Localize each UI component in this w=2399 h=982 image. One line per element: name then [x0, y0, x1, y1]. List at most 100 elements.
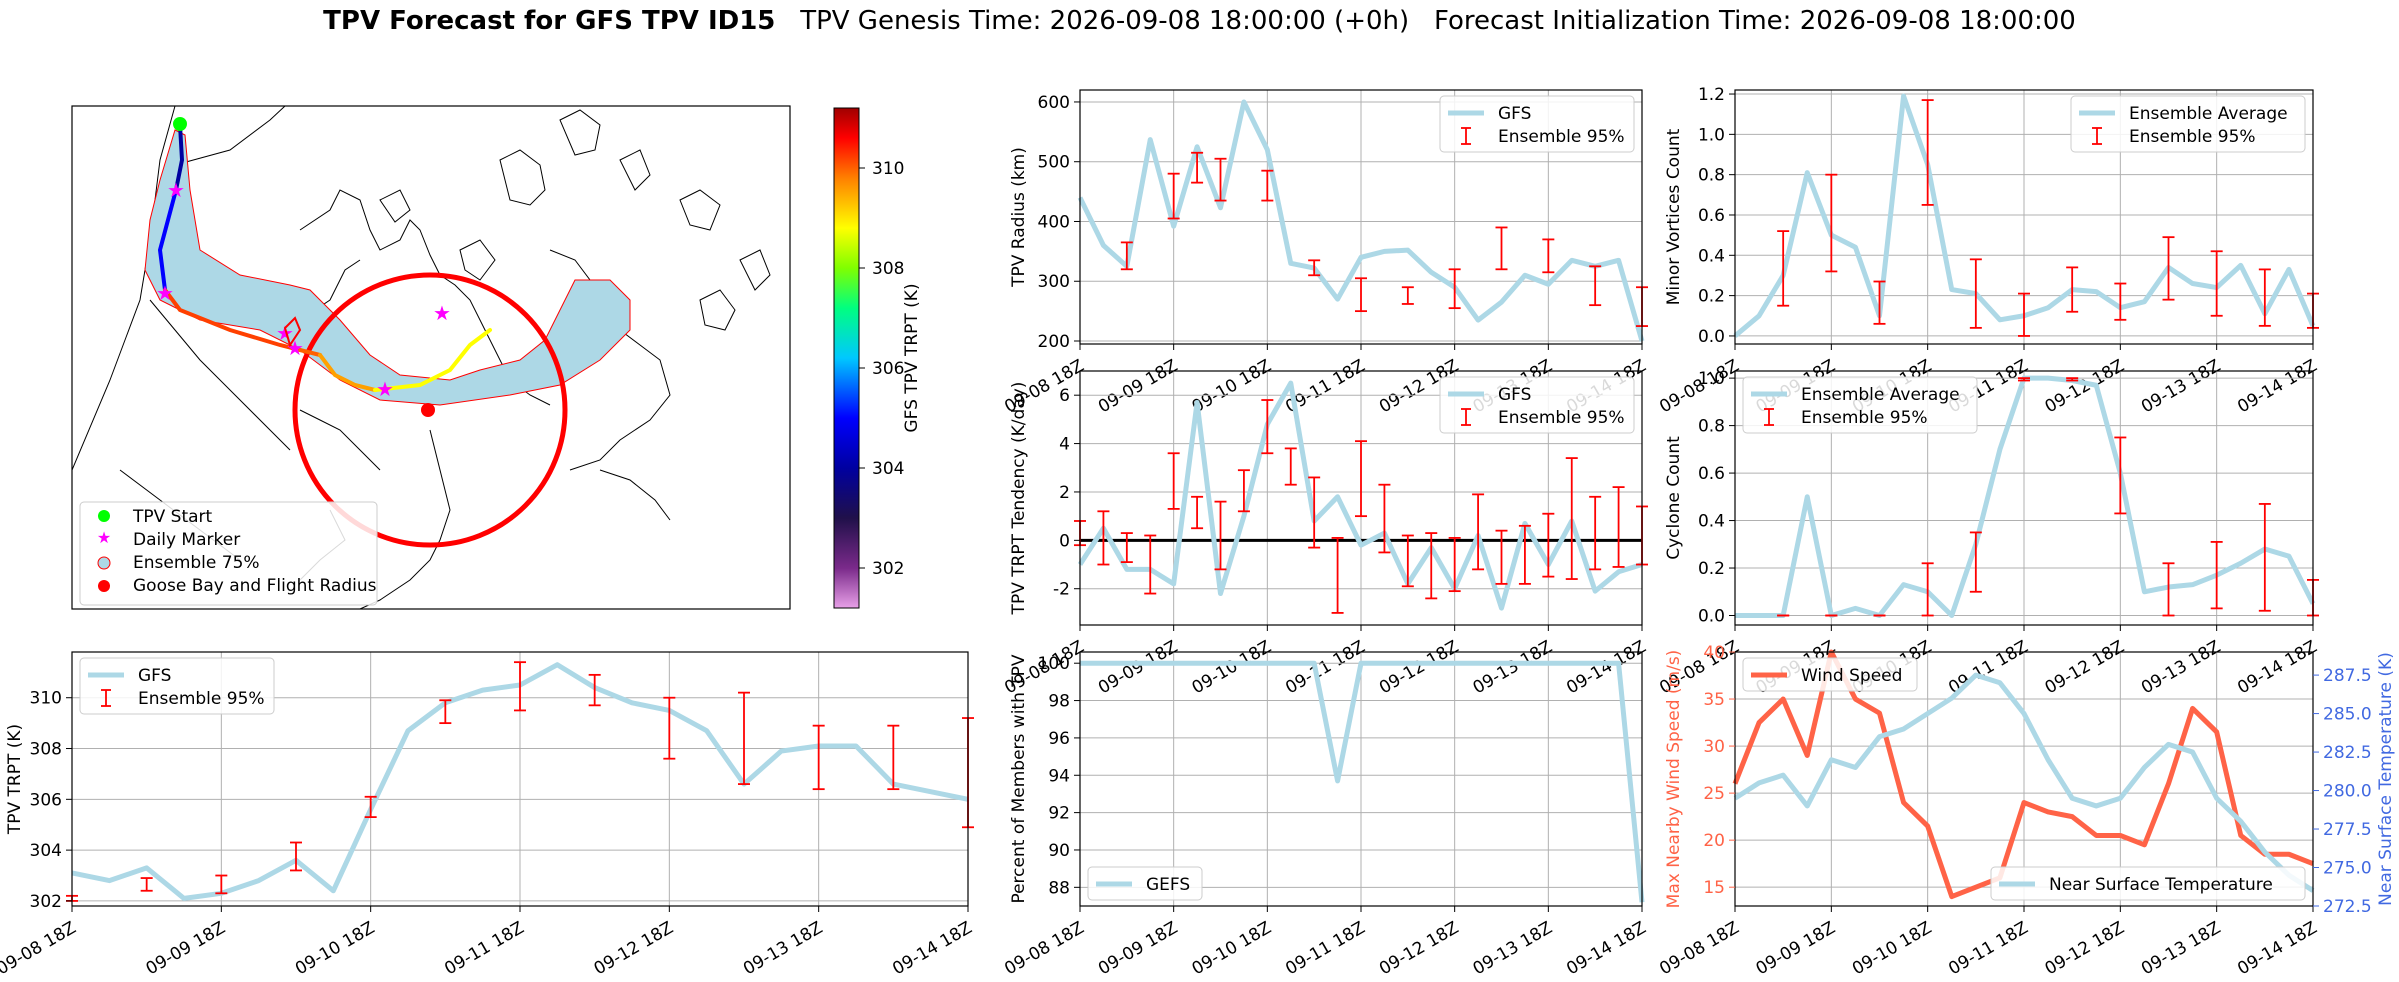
- x-tick-label: 09-12 18Z: [591, 918, 677, 979]
- series-line-1: [1733, 672, 2315, 893]
- series-line-0: [1080, 660, 1645, 903]
- y2-tick-label: 277.5: [2323, 820, 2372, 840]
- map-panel: ★ ★ ★ ★ ★ ★ ★ TPV Start Daily Marker Ens…: [71, 105, 922, 610]
- goose-bay-marker: [421, 403, 435, 417]
- errorbar: [1191, 495, 1204, 530]
- y-tick-label: 304: [30, 841, 62, 861]
- y-tick-label: 0.4: [1698, 512, 1725, 532]
- legend-label: Ensemble 95%: [1498, 127, 1625, 147]
- flight-radius-circle: [292, 272, 568, 548]
- y-tick-label: 20: [1703, 831, 1725, 851]
- x-tick-label: 09-13 18Z: [740, 918, 826, 979]
- y-tick-label: 1.0: [1698, 125, 1725, 145]
- svg-text:★: ★: [167, 178, 185, 202]
- errorbar: [1355, 440, 1367, 518]
- colorbar: 302 304 306 308 310 GFS TPV TRPT (K): [833, 107, 922, 609]
- legend-box: [1990, 866, 2306, 901]
- y-tick-label: 88: [1048, 878, 1070, 898]
- x-tick-label: 09-10 18Z: [292, 918, 378, 979]
- x-tick-label: 09-09 18Z: [1095, 356, 1181, 417]
- errorbar: [1495, 529, 1508, 585]
- y-tick-label: 90: [1048, 841, 1070, 861]
- y-tick-label: 2: [1059, 483, 1070, 503]
- legend-box: [1742, 657, 1918, 692]
- x-tick-label: 09-10 18Z: [1189, 637, 1275, 698]
- svg-text:★: ★: [156, 281, 174, 305]
- colorbar-tick-label: 306: [872, 359, 904, 379]
- errorbar: [364, 795, 377, 818]
- errorbar: [1144, 534, 1157, 595]
- errorbar: [1401, 534, 1414, 588]
- errorbar: [738, 691, 750, 785]
- y-tick-label: 30: [1703, 737, 1725, 757]
- x-tick-label: 09-10 18Z: [1189, 356, 1275, 417]
- x-tick-label: 09-14 18Z: [2234, 637, 2320, 698]
- chart-tendency: 09-08 18Z 09-09 18Z 09-10 18Z 09-11 18Z 09-1…: [1001, 370, 1650, 698]
- x-tick-label: 09-09 18Z: [1095, 637, 1181, 698]
- errorbar: [1378, 483, 1391, 554]
- errorbar: [1355, 277, 1367, 313]
- y-tick-label: 0.0: [1698, 607, 1725, 627]
- errorbar: [215, 874, 228, 895]
- svg-text:★: ★: [433, 301, 451, 325]
- x-tick-label: 09-14 18Z: [1563, 918, 1649, 979]
- y-tick-label: 1.2: [1698, 85, 1725, 105]
- legend: Wind Speed: [1742, 657, 1918, 692]
- x-tick-label: 09-14 18Z: [2234, 356, 2320, 417]
- errorbar: [1612, 486, 1625, 568]
- y-tick-label: 25: [1703, 784, 1725, 804]
- x-tick-label: 09-08 18Z: [1001, 918, 1087, 979]
- map-legend-label-0: TPV Start: [132, 507, 213, 527]
- legend-label: Ensemble 95%: [1801, 408, 1928, 428]
- x-tick-label: 09-10 18Z: [1849, 918, 1935, 979]
- errorbar: [1542, 238, 1555, 274]
- y-tick-label: 98: [1048, 692, 1070, 712]
- colorbar-tick-label: 302: [872, 559, 904, 579]
- errorbar: [1565, 457, 1578, 580]
- legend-label: Near Surface Temperature: [2049, 875, 2273, 895]
- series-line-0: [1077, 99, 1645, 342]
- legend-box: [1439, 376, 1635, 434]
- errorbar: [2066, 266, 2079, 313]
- map-legend: ★ TPV Start Daily Marker Ensemble 75% Go…: [79, 501, 378, 606]
- errorbar: [1472, 493, 1485, 571]
- y2-tick-label: 272.5: [2323, 897, 2372, 917]
- legend: GFS Ensemble 95%: [79, 657, 275, 715]
- errorbar: [1425, 532, 1438, 600]
- chart-radius: 09-08 18Z 09-09 18Z 09-10 18Z 09-11 18Z 09-1…: [1001, 89, 1650, 417]
- legend-start-icon: [98, 510, 110, 522]
- legend-label: Ensemble Average: [1801, 385, 1960, 405]
- x-tick-label: 09-11 18Z: [441, 918, 527, 979]
- y-tick-label: 15: [1703, 878, 1725, 898]
- y-axis-label: Cyclone Count: [1664, 436, 1684, 560]
- map-content: ★ ★ ★ ★ ★ ★: [72, 106, 771, 609]
- y-tick-label: 306: [30, 790, 62, 810]
- x-tick-label: 09-12 18Z: [2042, 637, 2128, 698]
- legend: Ensemble Average Ensemble 95%: [1742, 376, 1978, 434]
- y-tick-label: 0.4: [1698, 246, 1725, 266]
- errorbar: [2258, 503, 2271, 612]
- y-tick-label: 1.0: [1698, 369, 1725, 389]
- x-tick-label: 09-12 18Z: [1376, 918, 1462, 979]
- colorbar-gradient: [833, 107, 860, 609]
- errorbar: [2114, 436, 2127, 515]
- chart-trpt: 09-08 18Z 09-09 18Z 09-10 18Z 09-11 18Z 09-1…: [0, 651, 976, 979]
- y2-tick-label: 280.0: [2323, 782, 2372, 802]
- small-polygon: [283, 316, 302, 348]
- x-tick-label: 09-11 18Z: [1945, 918, 2031, 979]
- errorbar: [1518, 524, 1531, 585]
- x-tick-label: 09-11 18Z: [1282, 918, 1368, 979]
- gfs-track: [157, 123, 492, 392]
- map-legend-label-1: Daily Marker: [133, 530, 240, 550]
- ensemble-75-area: [144, 129, 631, 406]
- errorbar: [1542, 512, 1555, 578]
- errorbar: [812, 724, 825, 791]
- errorbar: [1589, 265, 1602, 307]
- y-axis-label: TPV Radius (km): [1009, 147, 1029, 288]
- errorbar: [1214, 157, 1227, 202]
- errorbar: [1261, 399, 1274, 455]
- errorbar: [588, 673, 601, 707]
- y-tick-label: 6: [1059, 386, 1070, 406]
- errorbar: [1589, 495, 1602, 571]
